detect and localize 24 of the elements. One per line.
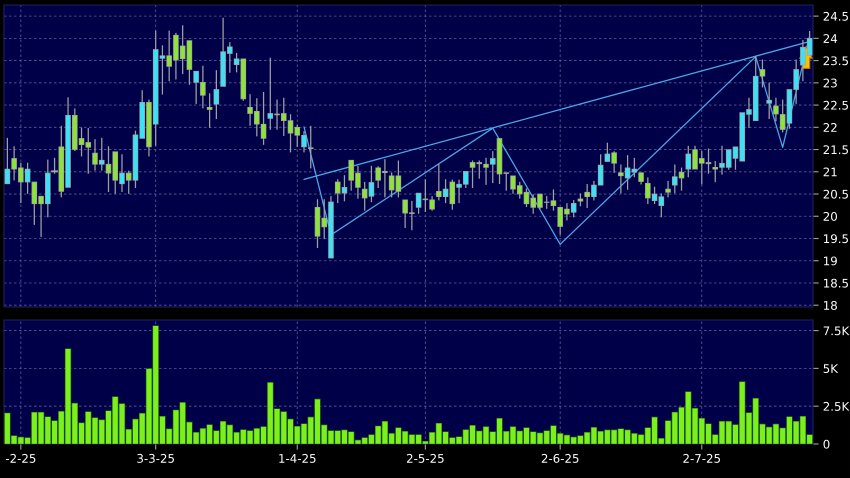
x-tick-label: 2-6-25	[542, 454, 578, 463]
y-tick-label: 19.5	[824, 234, 848, 244]
y-tick-label: 23.5	[824, 56, 848, 66]
y-tick-label: 7.5K	[824, 326, 850, 336]
y-tick-label: 23	[824, 78, 837, 88]
y-tick-label: 22	[824, 123, 837, 132]
y-tick-label: 2.5K	[824, 402, 850, 411]
x-tick-label: 3-3-25	[137, 454, 174, 463]
y-tick-label: 22.5	[824, 100, 848, 110]
y-tick-label: 19	[824, 256, 837, 266]
y-tick-label: 24.5	[824, 12, 848, 21]
y-tick-label: 20.5	[824, 190, 848, 199]
x-tick-label: -2-25	[6, 454, 36, 463]
x-tick-label: 2-7-25	[683, 454, 720, 463]
y-tick-label: 5K	[824, 364, 838, 374]
x-tick-label: 1-4-25	[279, 454, 316, 463]
y-tick-label: 21.5	[824, 145, 848, 154]
y-tick-label: 24	[824, 34, 838, 43]
x-tick-label: 2-5-25	[406, 454, 444, 463]
y-tick-label: 21	[824, 168, 837, 176]
y-tick-label: 18	[824, 300, 837, 310]
y-tick-label: 18.5	[824, 278, 848, 288]
y-tick-label: 20	[824, 212, 837, 221]
y-tick-label: 0	[824, 440, 830, 449]
